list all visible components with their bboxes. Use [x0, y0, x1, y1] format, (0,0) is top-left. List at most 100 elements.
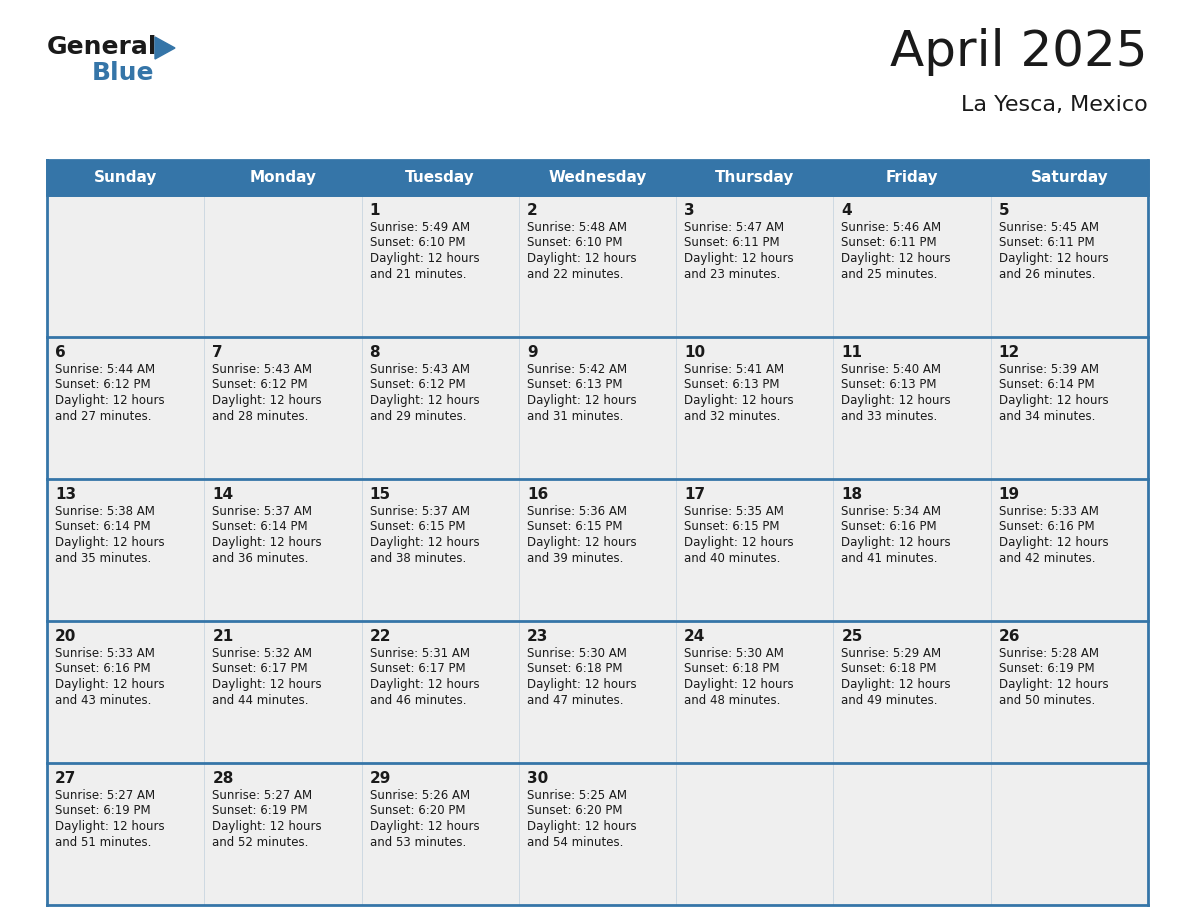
Bar	[204, 479, 361, 621]
Text: Sunday: Sunday	[94, 170, 157, 185]
Bar	[361, 479, 519, 621]
Text: Sunrise: 5:38 AM: Sunrise: 5:38 AM	[55, 505, 154, 518]
Text: and 43 minutes.: and 43 minutes.	[55, 693, 151, 707]
Bar	[361, 621, 519, 763]
Text: and 44 minutes.: and 44 minutes.	[213, 693, 309, 707]
Text: Sunset: 6:12 PM: Sunset: 6:12 PM	[55, 378, 151, 391]
Text: and 38 minutes.: and 38 minutes.	[369, 552, 466, 565]
Text: 23: 23	[526, 629, 548, 644]
Bar	[48, 621, 204, 763]
Text: Monday: Monday	[249, 170, 316, 185]
Text: and 29 minutes.: and 29 minutes.	[369, 409, 466, 422]
Text: and 35 minutes.: and 35 minutes.	[55, 552, 151, 565]
Text: Sunset: 6:15 PM: Sunset: 6:15 PM	[684, 521, 779, 533]
Bar	[519, 160, 676, 195]
Text: Daylight: 12 hours: Daylight: 12 hours	[684, 678, 794, 691]
Text: Wednesday: Wednesday	[549, 170, 646, 185]
Text: Sunrise: 5:47 AM: Sunrise: 5:47 AM	[684, 221, 784, 234]
Bar	[834, 160, 991, 195]
Text: Sunset: 6:12 PM: Sunset: 6:12 PM	[213, 378, 308, 391]
Text: Sunset: 6:13 PM: Sunset: 6:13 PM	[526, 378, 623, 391]
Text: and 51 minutes.: and 51 minutes.	[55, 835, 151, 848]
Text: Sunrise: 5:43 AM: Sunrise: 5:43 AM	[369, 363, 469, 376]
Text: Daylight: 12 hours: Daylight: 12 hours	[999, 394, 1108, 407]
Bar	[676, 479, 834, 621]
Text: Blue: Blue	[91, 61, 154, 85]
Text: and 23 minutes.: and 23 minutes.	[684, 267, 781, 281]
Bar	[834, 763, 991, 905]
Text: Daylight: 12 hours: Daylight: 12 hours	[999, 678, 1108, 691]
Bar	[361, 763, 519, 905]
Text: 25: 25	[841, 629, 862, 644]
Text: Sunset: 6:17 PM: Sunset: 6:17 PM	[369, 663, 466, 676]
Text: 5: 5	[999, 203, 1010, 218]
Text: Sunset: 6:20 PM: Sunset: 6:20 PM	[369, 804, 465, 818]
Bar	[834, 337, 991, 479]
Text: Daylight: 12 hours: Daylight: 12 hours	[526, 252, 637, 265]
Text: Sunrise: 5:27 AM: Sunrise: 5:27 AM	[55, 789, 156, 802]
Text: and 28 minutes.: and 28 minutes.	[213, 409, 309, 422]
Bar	[204, 763, 361, 905]
Text: Sunrise: 5:37 AM: Sunrise: 5:37 AM	[213, 505, 312, 518]
Bar	[204, 337, 361, 479]
Text: Sunset: 6:12 PM: Sunset: 6:12 PM	[369, 378, 466, 391]
Text: Sunrise: 5:32 AM: Sunrise: 5:32 AM	[213, 647, 312, 660]
Text: Sunset: 6:10 PM: Sunset: 6:10 PM	[369, 237, 465, 250]
Bar	[361, 337, 519, 479]
Text: 9: 9	[526, 345, 537, 360]
Text: Daylight: 12 hours: Daylight: 12 hours	[55, 678, 165, 691]
Text: and 26 minutes.: and 26 minutes.	[999, 267, 1095, 281]
Text: Sunset: 6:14 PM: Sunset: 6:14 PM	[213, 521, 308, 533]
Text: Sunset: 6:13 PM: Sunset: 6:13 PM	[684, 378, 779, 391]
Bar	[519, 479, 676, 621]
Text: 10: 10	[684, 345, 706, 360]
Text: Sunrise: 5:33 AM: Sunrise: 5:33 AM	[999, 505, 1099, 518]
Text: Daylight: 12 hours: Daylight: 12 hours	[213, 678, 322, 691]
Text: 7: 7	[213, 345, 223, 360]
Bar	[676, 763, 834, 905]
Bar	[991, 160, 1148, 195]
Text: 11: 11	[841, 345, 862, 360]
Text: Sunrise: 5:30 AM: Sunrise: 5:30 AM	[684, 647, 784, 660]
Text: Sunset: 6:13 PM: Sunset: 6:13 PM	[841, 378, 937, 391]
Text: Sunset: 6:11 PM: Sunset: 6:11 PM	[999, 237, 1094, 250]
Text: 19: 19	[999, 487, 1019, 502]
Bar	[834, 195, 991, 337]
Text: Sunrise: 5:48 AM: Sunrise: 5:48 AM	[526, 221, 627, 234]
Text: and 50 minutes.: and 50 minutes.	[999, 693, 1095, 707]
Text: Sunrise: 5:29 AM: Sunrise: 5:29 AM	[841, 647, 942, 660]
Text: Sunrise: 5:43 AM: Sunrise: 5:43 AM	[213, 363, 312, 376]
Text: Sunset: 6:16 PM: Sunset: 6:16 PM	[55, 663, 151, 676]
Bar	[834, 621, 991, 763]
Text: Sunset: 6:18 PM: Sunset: 6:18 PM	[684, 663, 779, 676]
Text: and 31 minutes.: and 31 minutes.	[526, 409, 624, 422]
Text: and 33 minutes.: and 33 minutes.	[841, 409, 937, 422]
Text: Sunset: 6:19 PM: Sunset: 6:19 PM	[213, 804, 308, 818]
Text: Sunrise: 5:44 AM: Sunrise: 5:44 AM	[55, 363, 156, 376]
Bar	[834, 479, 991, 621]
Bar	[519, 621, 676, 763]
Text: Sunrise: 5:37 AM: Sunrise: 5:37 AM	[369, 505, 469, 518]
Bar	[361, 160, 519, 195]
Text: Sunset: 6:15 PM: Sunset: 6:15 PM	[369, 521, 465, 533]
Text: 4: 4	[841, 203, 852, 218]
Text: 1: 1	[369, 203, 380, 218]
Bar	[519, 337, 676, 479]
Text: and 42 minutes.: and 42 minutes.	[999, 552, 1095, 565]
Text: Daylight: 12 hours: Daylight: 12 hours	[213, 820, 322, 833]
Text: Friday: Friday	[886, 170, 939, 185]
Text: and 48 minutes.: and 48 minutes.	[684, 693, 781, 707]
Text: Sunrise: 5:39 AM: Sunrise: 5:39 AM	[999, 363, 1099, 376]
Text: 20: 20	[55, 629, 76, 644]
Text: Sunrise: 5:34 AM: Sunrise: 5:34 AM	[841, 505, 941, 518]
Text: Sunset: 6:18 PM: Sunset: 6:18 PM	[526, 663, 623, 676]
Text: Sunset: 6:18 PM: Sunset: 6:18 PM	[841, 663, 937, 676]
Bar	[361, 195, 519, 337]
Text: Daylight: 12 hours: Daylight: 12 hours	[841, 394, 952, 407]
Text: Sunset: 6:14 PM: Sunset: 6:14 PM	[55, 521, 151, 533]
Text: 2: 2	[526, 203, 538, 218]
Text: and 39 minutes.: and 39 minutes.	[526, 552, 624, 565]
Text: Sunrise: 5:31 AM: Sunrise: 5:31 AM	[369, 647, 469, 660]
Text: and 47 minutes.: and 47 minutes.	[526, 693, 624, 707]
Text: Sunset: 6:11 PM: Sunset: 6:11 PM	[841, 237, 937, 250]
